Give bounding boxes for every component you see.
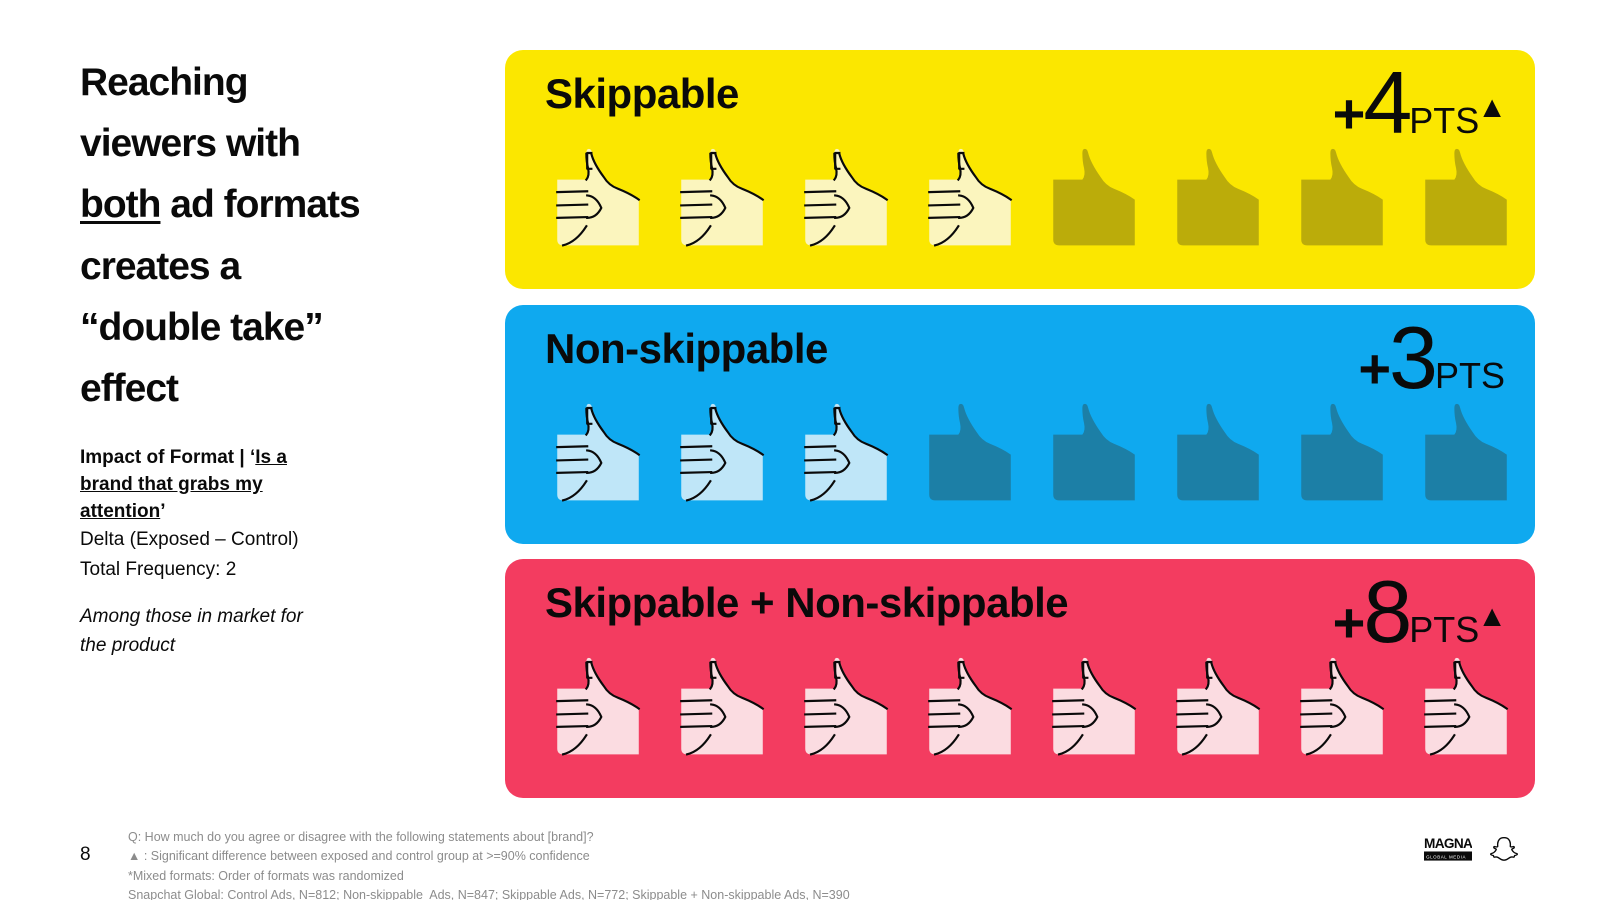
- svg-text:GLOBAL MEDIA: GLOBAL MEDIA: [1426, 855, 1466, 860]
- svg-text:MAGNA: MAGNA: [1424, 836, 1472, 851]
